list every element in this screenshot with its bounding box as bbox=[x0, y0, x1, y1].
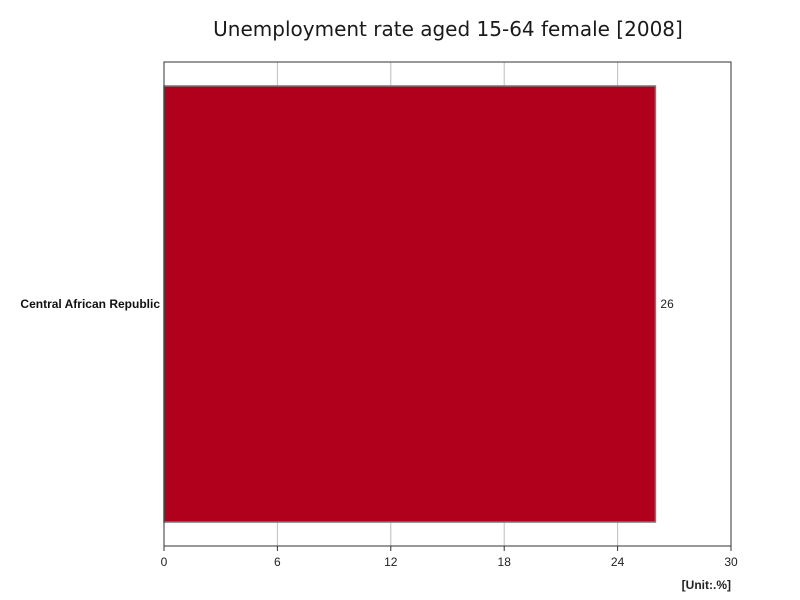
x-axis-ticks: 0 6 12 18 24 30 bbox=[161, 546, 738, 569]
chart-title: Unemployment rate aged 15-64 female [200… bbox=[213, 17, 683, 41]
x-tick-label: 24 bbox=[611, 555, 625, 569]
x-tick-label: 12 bbox=[384, 555, 398, 569]
plot-frame bbox=[163, 61, 732, 547]
category-label: Central African Republic bbox=[20, 297, 160, 311]
unit-label: [Unit:.%] bbox=[682, 578, 731, 592]
x-tick-label: 6 bbox=[274, 555, 281, 569]
bar bbox=[163, 85, 657, 523]
value-label: 26 bbox=[660, 297, 674, 311]
bars: Central African Republic 26 bbox=[20, 85, 674, 523]
x-tick-label: 18 bbox=[498, 555, 512, 569]
x-tick-label: 30 bbox=[724, 555, 738, 569]
x-tick-label: 0 bbox=[161, 555, 168, 569]
